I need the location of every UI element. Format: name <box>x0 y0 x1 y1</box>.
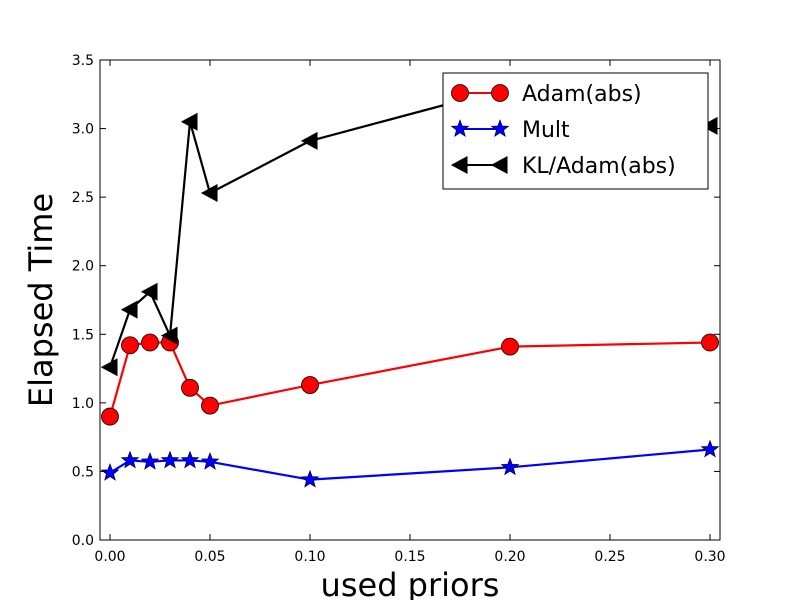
data-point-adam-abs <box>141 333 159 352</box>
x-axis: 0.00 0.05 0.10 0.15 0.20 0.25 0.30 <box>94 60 726 565</box>
legend-entry-mult: Mult <box>450 118 570 143</box>
data-point-kl-adam-abs <box>100 358 118 377</box>
legend-entry-adam: Adam(abs) <box>451 82 642 107</box>
y-axis-title: Elapsed Time <box>22 193 60 407</box>
data-point-mult <box>700 439 720 458</box>
y-tick-label: 3.5 <box>72 53 94 69</box>
data-point-mult <box>300 469 320 488</box>
legend-marker-adam <box>491 84 509 102</box>
legend-marker-kl <box>490 155 508 175</box>
legend-marker-mult <box>450 119 470 137</box>
legend-marker-kl <box>490 155 508 175</box>
y-axis: 0.0 0.5 1.0 1.5 2.0 2.5 3.0 3.5 <box>72 53 720 549</box>
data-point-kl-adam-abs <box>140 282 158 301</box>
legend-label-mult: Mult <box>522 118 570 143</box>
data-point-mult <box>160 450 180 469</box>
y-tick-label: 2.0 <box>72 259 94 275</box>
y-tick-label: 1.5 <box>72 327 94 343</box>
data-point-adam-abs <box>101 407 119 426</box>
y-tick-label: 3.0 <box>72 122 94 138</box>
data-point-mult <box>500 457 520 476</box>
legend-marker-kl <box>450 155 468 175</box>
data-point-kl-adam-abs <box>160 326 178 345</box>
x-tick-label: 0.20 <box>494 549 525 565</box>
data-point-kl-adam-abs <box>300 131 318 150</box>
x-tick-label: 0.10 <box>294 549 325 565</box>
data-point-mult <box>140 451 160 470</box>
data-point-adam-abs <box>501 337 519 356</box>
markers-group <box>100 78 720 488</box>
x-tick-label: 0.15 <box>394 549 425 565</box>
data-point-kl-adam-abs <box>700 116 718 135</box>
data-point-mult <box>200 451 220 470</box>
y-tick-label: 0.5 <box>72 464 94 480</box>
data-point-adam-abs <box>201 396 219 415</box>
data-point-kl-adam-abs <box>120 300 138 319</box>
legend: Adam(abs) Mult KL/Adam(abs) <box>442 72 709 190</box>
x-tick-label: 0.30 <box>694 549 725 565</box>
legend-label-kl: KL/Adam(abs) <box>522 154 676 179</box>
y-tick-label: 0.0 <box>72 533 94 549</box>
legend-marker-adam <box>451 84 469 102</box>
x-tick-label: 0.00 <box>94 549 125 565</box>
data-point-mult <box>100 462 120 481</box>
data-point-mult <box>120 450 140 469</box>
data-point-mult <box>180 450 200 469</box>
y-tick-label: 1.0 <box>72 396 94 412</box>
x-tick-label: 0.05 <box>194 549 225 565</box>
data-point-adam-abs <box>181 378 199 397</box>
data-point-adam-abs <box>301 376 319 394</box>
x-tick-label: 0.25 <box>594 549 625 565</box>
data-point-adam-abs <box>701 333 719 352</box>
data-point-kl-adam-abs <box>200 184 218 203</box>
legend-marker-kl <box>450 155 468 175</box>
legend-label-adam: Adam(abs) <box>522 82 642 107</box>
x-axis-title: used priors <box>321 566 500 600</box>
legend-entry-kl: KL/Adam(abs) <box>450 154 676 179</box>
data-point-adam-abs <box>121 336 139 355</box>
legend-marker-mult <box>450 119 470 137</box>
legend-marker-mult <box>490 119 510 137</box>
y-tick-label: 2.5 <box>72 190 94 206</box>
legend-marker-mult <box>490 119 510 137</box>
data-point-kl-adam-abs <box>180 112 198 131</box>
